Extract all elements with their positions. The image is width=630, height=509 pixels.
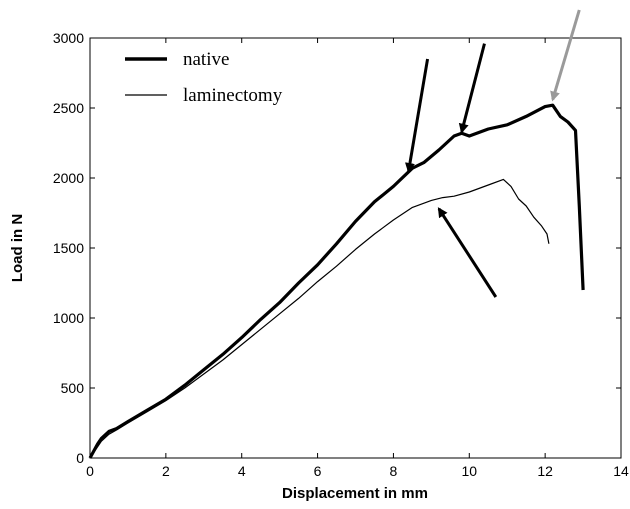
x-tick-label: 6	[314, 463, 322, 479]
x-axis-label: Displacement in mm	[282, 485, 428, 502]
annotation-arrow-4	[550, 9, 581, 102]
y-tick-label: 2500	[53, 100, 84, 116]
x-tick-label: 4	[238, 463, 246, 479]
x-tick-label: 12	[537, 463, 553, 479]
annotation-arrow-1	[405, 58, 430, 173]
annotation-arrow-3	[437, 207, 498, 298]
series-line-native	[88, 103, 585, 459]
series-layer	[88, 103, 585, 459]
y-tick-label: 0	[76, 450, 84, 466]
y-tick-label: 1500	[53, 240, 84, 256]
legend-label-native: native	[183, 49, 229, 70]
y-axis-label: Load in N	[9, 214, 26, 282]
x-tick-label: 0	[86, 463, 94, 479]
x-tick-label: 14	[613, 463, 629, 479]
annotation-arrow-2	[458, 43, 486, 134]
legend: native laminectomy	[125, 49, 283, 106]
x-tick-label: 2	[162, 463, 170, 479]
y-tick-label: 500	[61, 380, 85, 396]
y-tick-label: 1000	[53, 310, 84, 326]
y-axis: 0 500 1000 1500 2000 2500 3000	[53, 30, 621, 466]
x-axis: 0 2 4 6 8 10 12 14	[86, 38, 629, 479]
legend-label-laminectomy: laminectomy	[183, 85, 283, 106]
annotation-layer	[405, 9, 581, 298]
series-line-laminectomy	[89, 178, 550, 459]
x-tick-label: 10	[461, 463, 477, 479]
y-tick-label: 3000	[53, 30, 84, 46]
x-tick-label: 8	[390, 463, 398, 479]
y-tick-label: 2000	[53, 170, 84, 186]
